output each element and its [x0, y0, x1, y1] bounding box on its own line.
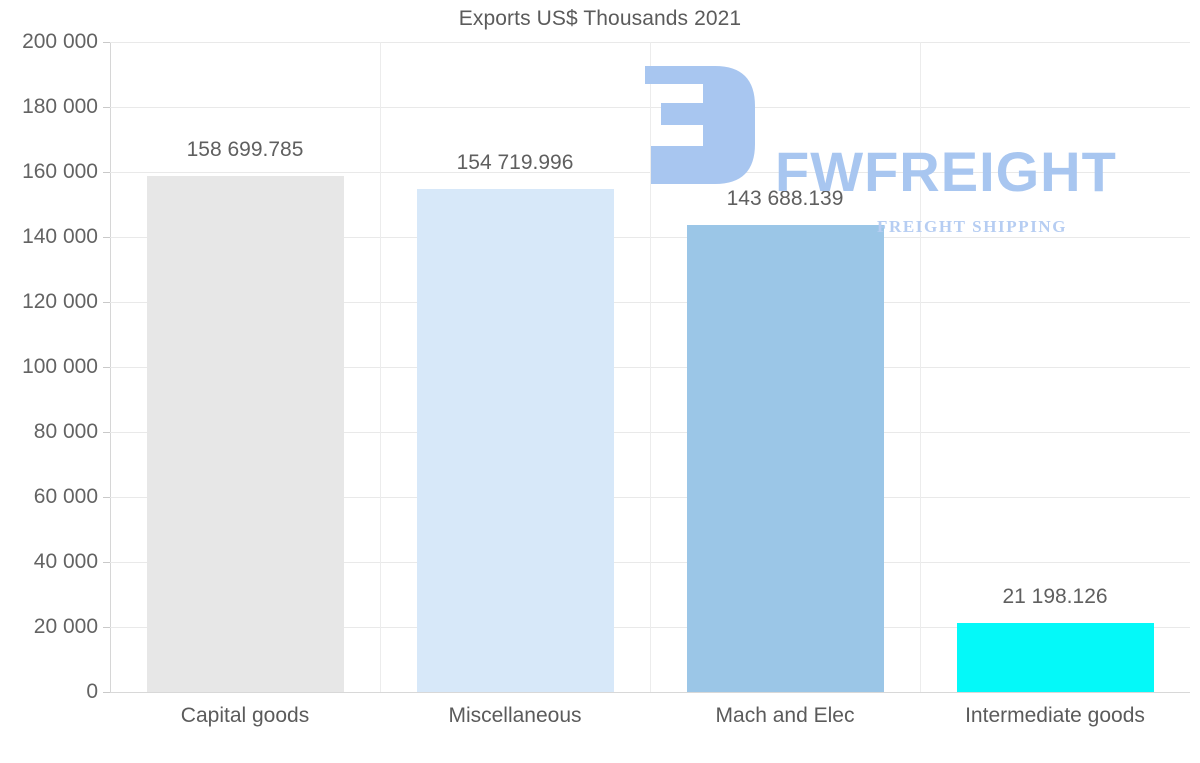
category-divider	[650, 42, 651, 692]
y-axis-tick-mark	[103, 237, 110, 238]
bar[interactable]	[957, 623, 1154, 692]
gridline	[110, 692, 1190, 693]
x-axis-category-label: Capital goods	[180, 704, 310, 727]
category-divider	[380, 42, 381, 692]
y-axis-tick-mark	[103, 42, 110, 43]
y-axis-tick-mark	[103, 627, 110, 628]
y-axis-tick-mark	[103, 367, 110, 368]
bar[interactable]	[687, 225, 884, 692]
plot-area	[110, 42, 1190, 693]
bar-value-label: 143 688.139	[726, 187, 844, 210]
y-axis-tick-mark	[103, 562, 110, 563]
y-axis-tick-label: 20 000	[33, 615, 98, 638]
y-axis-tick-mark	[103, 497, 110, 498]
x-axis-category-label: Intermediate goods	[965, 704, 1145, 727]
y-axis-tick-mark	[103, 692, 110, 693]
y-axis-tick-label: 60 000	[33, 485, 98, 508]
bar[interactable]	[147, 176, 344, 692]
y-axis-tick-mark	[103, 107, 110, 108]
bar-value-label: 21 198.126	[1002, 585, 1108, 609]
category-divider	[920, 42, 921, 692]
y-axis-tick-label: 140 000	[22, 225, 98, 248]
y-axis-tick-label: 80 000	[33, 420, 98, 443]
y-axis-tick-label: 160 000	[22, 160, 98, 183]
y-axis-tick-mark	[103, 172, 110, 173]
chart-title: Exports US$ Thousands 2021	[458, 7, 742, 30]
y-axis-tick-label: 40 000	[33, 550, 98, 573]
y-axis-tick-label: 120 000	[22, 290, 98, 313]
y-axis-tick-label: 100 000	[22, 355, 98, 378]
x-axis-category-label: Miscellaneous	[448, 704, 582, 727]
bar[interactable]	[417, 189, 614, 692]
x-axis-category-label: Mach and Elec	[715, 704, 855, 727]
y-axis-tick-label: 180 000	[22, 95, 98, 118]
bar-value-label: 154 719.996	[456, 151, 574, 175]
y-axis-tick-label: 0	[86, 680, 98, 703]
y-axis-tick-label: 200 000	[22, 30, 98, 53]
y-axis-tick-mark	[103, 432, 110, 433]
bar-value-label: 158 699.785	[186, 138, 304, 162]
y-axis-tick-mark	[103, 302, 110, 303]
